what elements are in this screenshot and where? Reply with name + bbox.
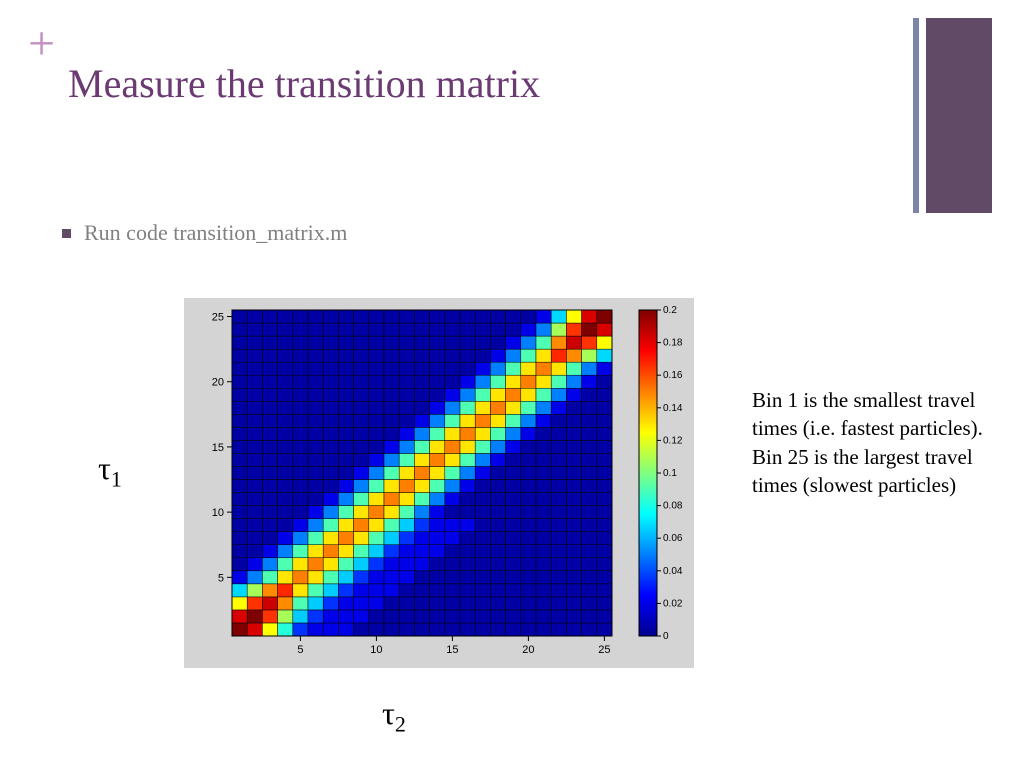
page-title: Measure the transition matrix [68,60,540,107]
svg-text:0.12: 0.12 [663,435,683,446]
svg-text:0.02: 0.02 [663,598,683,609]
svg-text:0.14: 0.14 [663,403,683,414]
svg-text:0.04: 0.04 [663,566,683,577]
svg-text:0.06: 0.06 [663,533,683,544]
svg-text:20: 20 [212,377,224,389]
decor-bar-thick [926,18,992,213]
x-axis-label: τ2 [382,695,406,737]
svg-text:0.2: 0.2 [663,305,677,316]
bullet-text: Run code transition_matrix.m [84,220,347,246]
svg-text:15: 15 [212,442,224,454]
svg-text:0.08: 0.08 [663,501,683,512]
svg-text:0.1: 0.1 [663,468,677,479]
svg-text:5: 5 [218,572,224,584]
y-axis-label: τ1 [98,450,122,492]
svg-text:15: 15 [446,644,458,656]
svg-text:10: 10 [370,644,382,656]
decor-bar-thin [913,18,919,213]
svg-text:25: 25 [212,312,224,324]
svg-text:10: 10 [212,507,224,519]
svg-text:5: 5 [297,644,303,656]
svg-text:0.18: 0.18 [663,338,683,349]
explanation-text: Bin 1 is the smallest travel times (i.e.… [752,386,987,499]
heatmap-chart: 5 10 15 20 25 5 10 15 20 25 0 0.02 0.04 0.06 0.08 0.1 0.… [184,298,694,668]
bullet-icon [62,229,71,238]
heatmap-svg: 5 10 15 20 25 5 10 15 20 25 0 0.02 0.04 0.06 0.08 0.1 0.… [184,298,694,668]
svg-text:20: 20 [522,644,534,656]
plus-icon: + [28,20,55,68]
svg-text:0: 0 [663,631,669,642]
svg-text:0.16: 0.16 [663,370,683,381]
svg-text:25: 25 [598,644,610,656]
